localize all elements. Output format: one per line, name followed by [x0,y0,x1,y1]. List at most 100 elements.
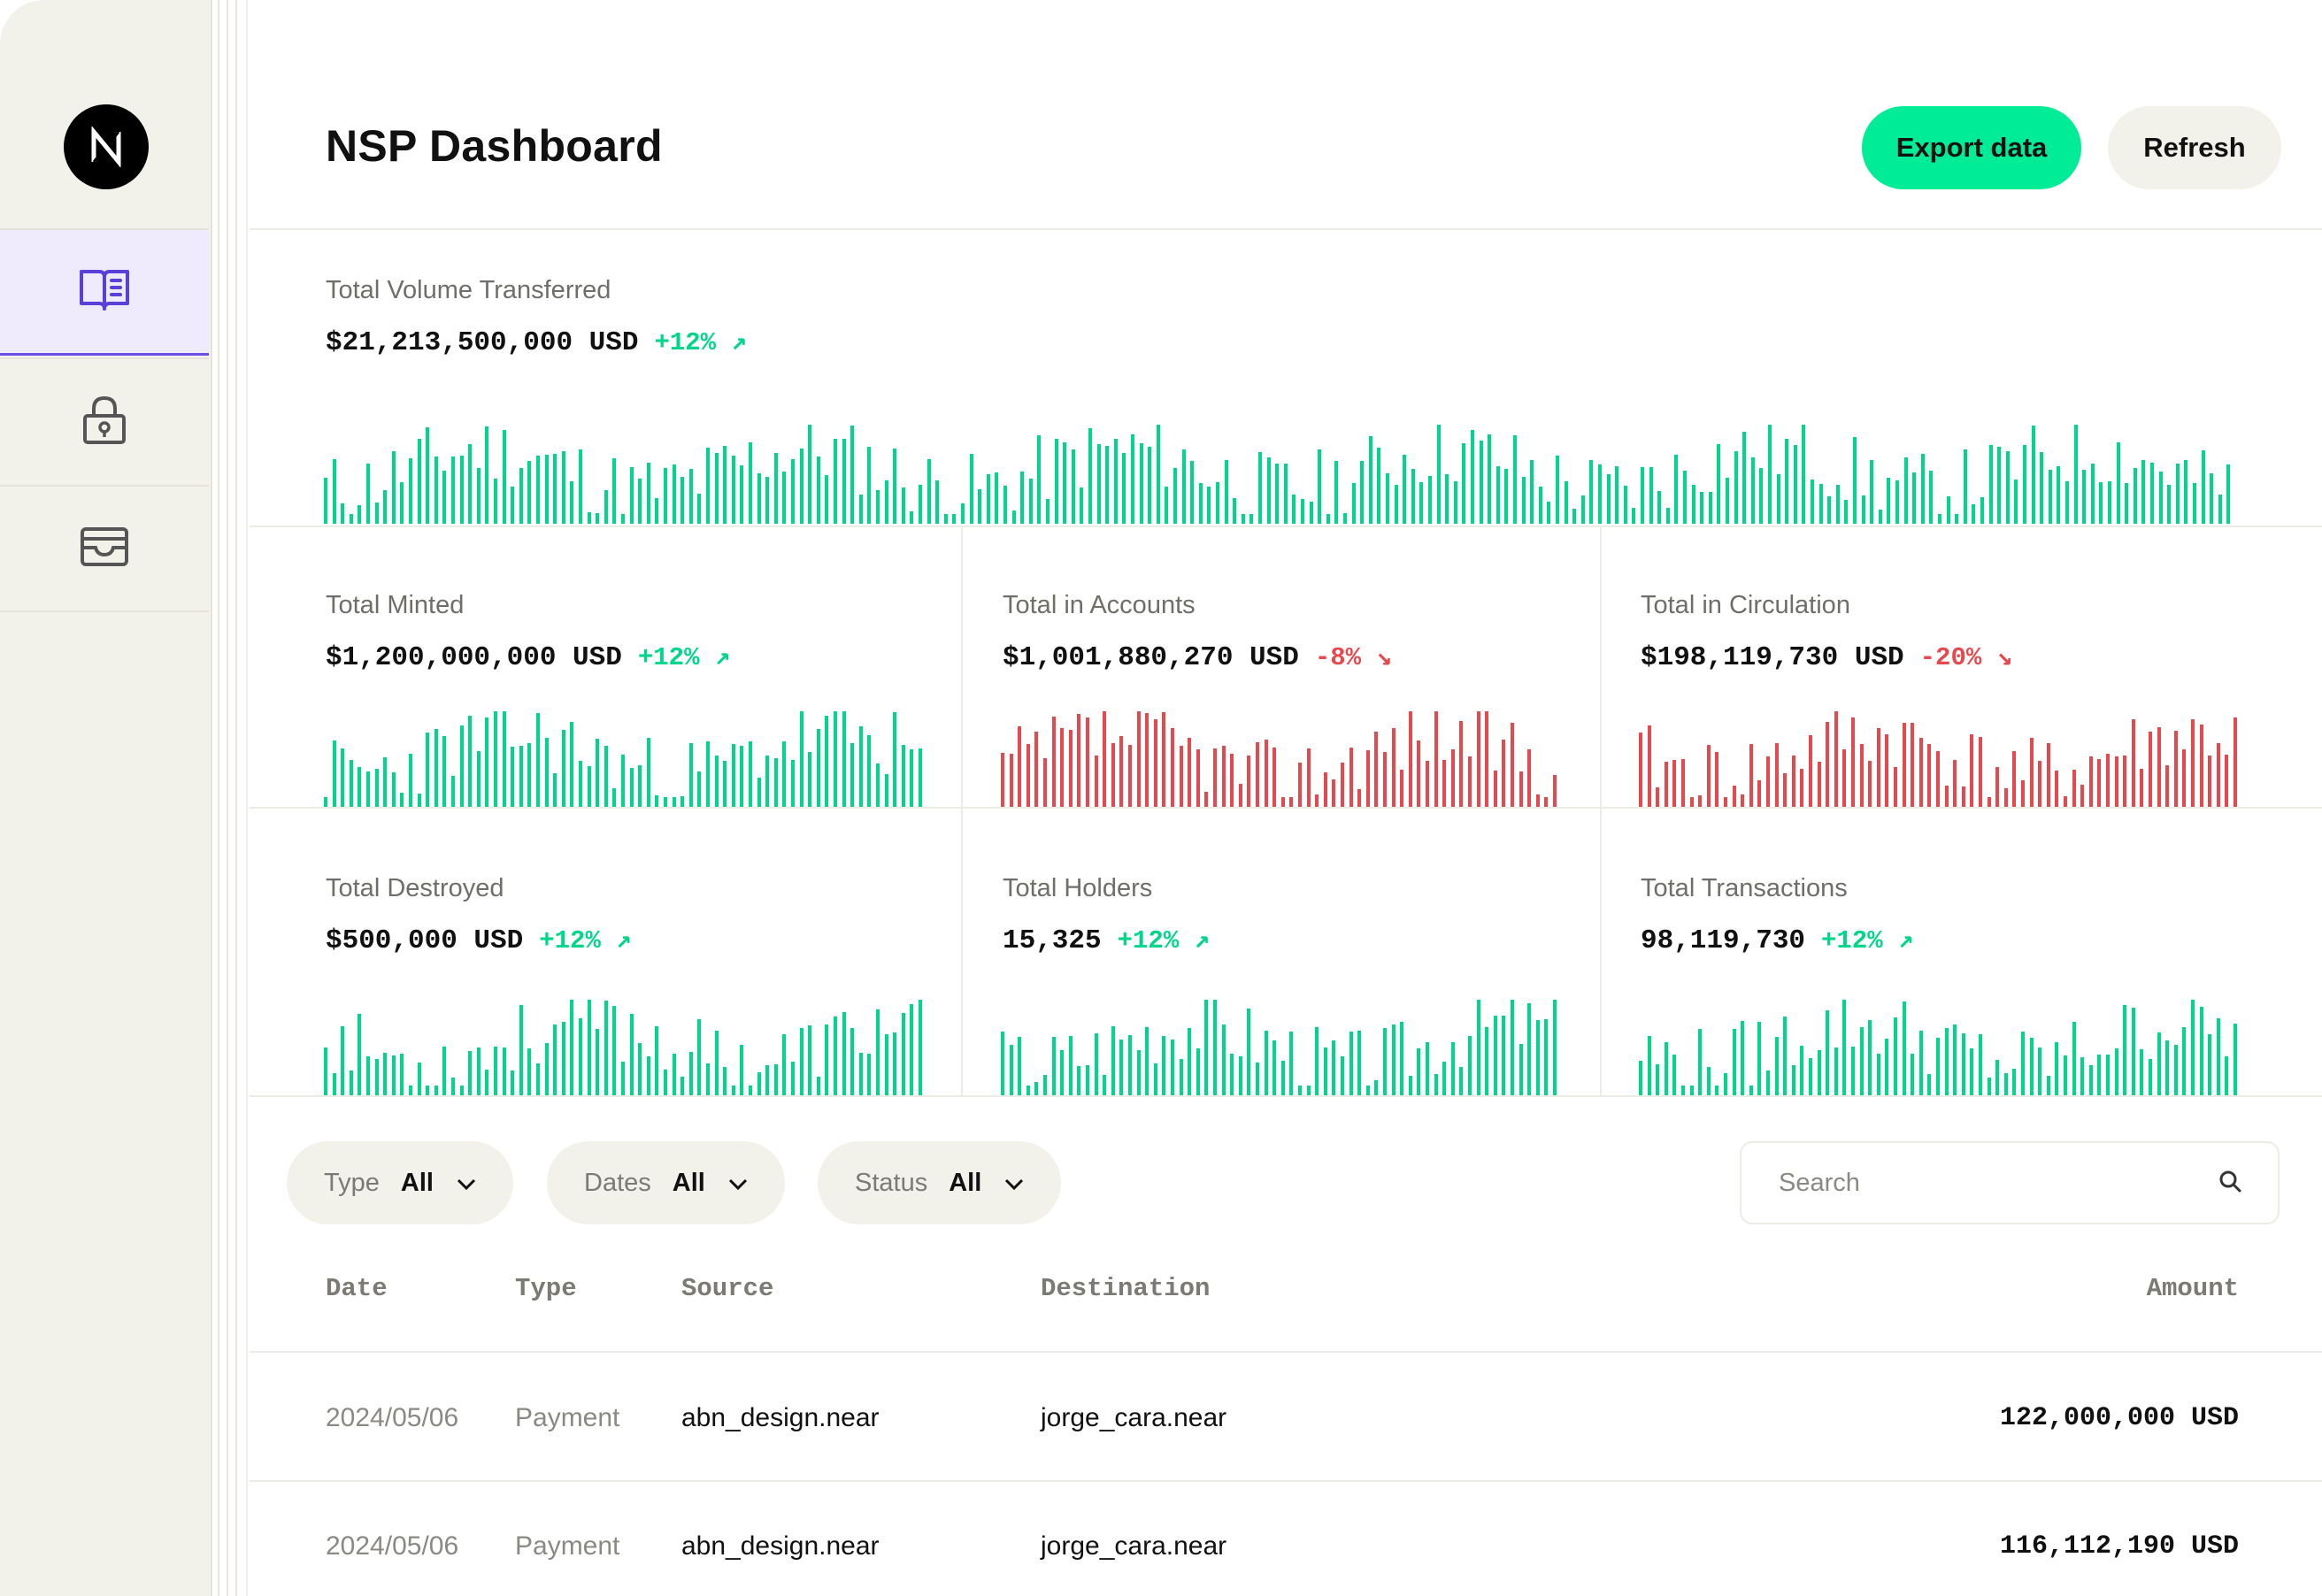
cell-type: Payment [515,1531,620,1561]
sparkline-bar [374,1059,379,1095]
sparkline-bar [1077,1066,1081,1095]
sparkline-bar [2225,1056,2229,1095]
stat-change-badge: -8% ↘ [1315,643,1392,672]
sparkline-bar [706,1063,710,1095]
sparkline-bar [723,1067,727,1095]
sparkline-bar [688,743,693,807]
dates-filter[interactable]: Dates All [547,1141,785,1224]
sparkline-bar [1136,711,1141,807]
sparkline-bar [1834,711,1838,807]
sparkline-bar [417,439,421,524]
sparkline-bar [723,446,727,524]
sparkline-bar [1148,447,1152,524]
sparkline-bar [1911,1054,1915,1095]
sparkline-bar [672,1054,676,1095]
sparkline-bar [1400,770,1404,807]
sparkline-bar [2234,717,2237,807]
sparkline-bar [893,1032,897,1095]
sparkline-bar [1664,1042,1668,1095]
sparkline-bar [1377,448,1381,524]
sparkline-bar [1241,514,1245,524]
sparkline-bar [358,767,362,807]
sparkline-bar [1318,449,1322,524]
sparkline-bar [1878,510,1882,524]
type-filter[interactable]: Type All [287,1141,513,1224]
sparkline-bar [612,788,617,807]
sidebar-item-docs[interactable] [0,228,209,356]
sparkline-bar [358,505,362,524]
change-percent: -8% [1314,643,1362,672]
sparkline-bar [680,796,685,807]
sparkline-bar [1264,740,1268,807]
change-percent: -20% [1919,643,1982,672]
sparkline-bar [731,744,735,807]
sparkline-bar [1885,1039,1889,1095]
sparkline-bar [544,738,549,807]
lock-icon [81,395,127,450]
sparkline-bar [765,477,770,524]
export-data-button[interactable]: Export data [1862,106,2081,189]
sparkline-bar [1060,728,1065,807]
sparkline-bar [366,1056,370,1095]
sparkline-bar [536,713,540,807]
sparkline-bar [1306,1086,1311,1095]
sparkline-bar [1485,711,1489,807]
sparkline-bar [1859,1027,1864,1095]
sparkline-bar [1349,1032,1353,1095]
sparkline-bar [1272,748,1277,807]
sparkline-bar [579,449,582,524]
sparkline-bar [1196,1048,1200,1095]
sidebar-item-wallet[interactable] [0,485,209,612]
sparkline-bar [1672,1055,1677,1095]
sparkline-bar [1963,449,1967,524]
sparkline-bar [1280,797,1285,807]
search-icon[interactable] [2218,1169,2242,1198]
sparkline-bar [1615,466,1619,524]
sparkline-bar [2131,1008,2135,1095]
sparkline-bar [1927,744,1932,807]
sparkline-bar [1417,1048,1421,1095]
refresh-button[interactable]: Refresh [2108,106,2281,189]
column-header-destination[interactable]: Destination [1041,1274,1211,1303]
sparkline-bar [2140,769,2144,807]
sparkline-bar [2038,1047,2042,1095]
divider [961,527,963,1095]
sparkline-bar [2210,473,2214,524]
sparkline-bar [2175,464,2180,524]
sidebar-item-security[interactable] [0,357,209,485]
sparkline-bar [2125,483,2129,524]
filter-value: All [672,1168,705,1197]
sparkline-bar [901,745,905,807]
sparkline-bar [391,772,396,807]
sparkline-bar [1632,508,1636,524]
sparkline-bar [1544,797,1549,807]
sparkline-bar [434,1086,438,1095]
sparkline-bar [1844,500,1849,524]
stat-label: Total Transactions [1641,874,1848,902]
sparkline-bar [1088,428,1092,524]
sparkline-bar [1043,758,1047,807]
sparkline-bar [1445,474,1449,524]
sparkline-bar [621,755,625,807]
search-input[interactable] [1777,1167,2187,1199]
sparkline-bar [2234,1024,2237,1095]
column-header-date[interactable]: Date [326,1274,388,1303]
column-header-source[interactable]: Source [681,1274,774,1303]
column-header-type[interactable]: Type [515,1274,577,1303]
sparkline-bar [1306,748,1311,807]
sparkline-bar [391,1055,396,1095]
sparkline-bar [511,747,515,807]
sparkline-bar [749,741,752,807]
sparkline-bar [2023,445,2026,524]
sparkline-bar [1018,726,1022,807]
status-filter[interactable]: Status All [818,1141,1062,1224]
sparkline-bar [867,735,872,807]
sparkline-bar [1292,495,1296,524]
near-logo-icon[interactable] [64,104,149,189]
sparkline-bar [1698,1029,1703,1095]
stat-label: Total Volume Transferred [326,276,611,304]
sparkline-bar [731,456,735,524]
sparkline-bar [926,459,931,524]
column-header-amount[interactable]: Amount [2146,1274,2239,1303]
sparkline-bar [1759,468,1764,524]
